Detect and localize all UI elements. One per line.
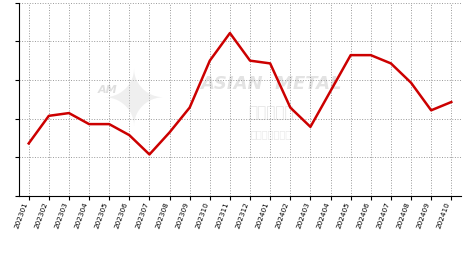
Text: 亚洲金属网: 亚洲金属网 [248, 105, 294, 120]
Text: AM: AM [97, 85, 117, 95]
Text: ✦: ✦ [102, 68, 166, 142]
Text: ASIAN  METAL: ASIAN METAL [200, 75, 342, 93]
Text: 亚洲金属分析师: 亚洲金属分析师 [250, 129, 292, 139]
